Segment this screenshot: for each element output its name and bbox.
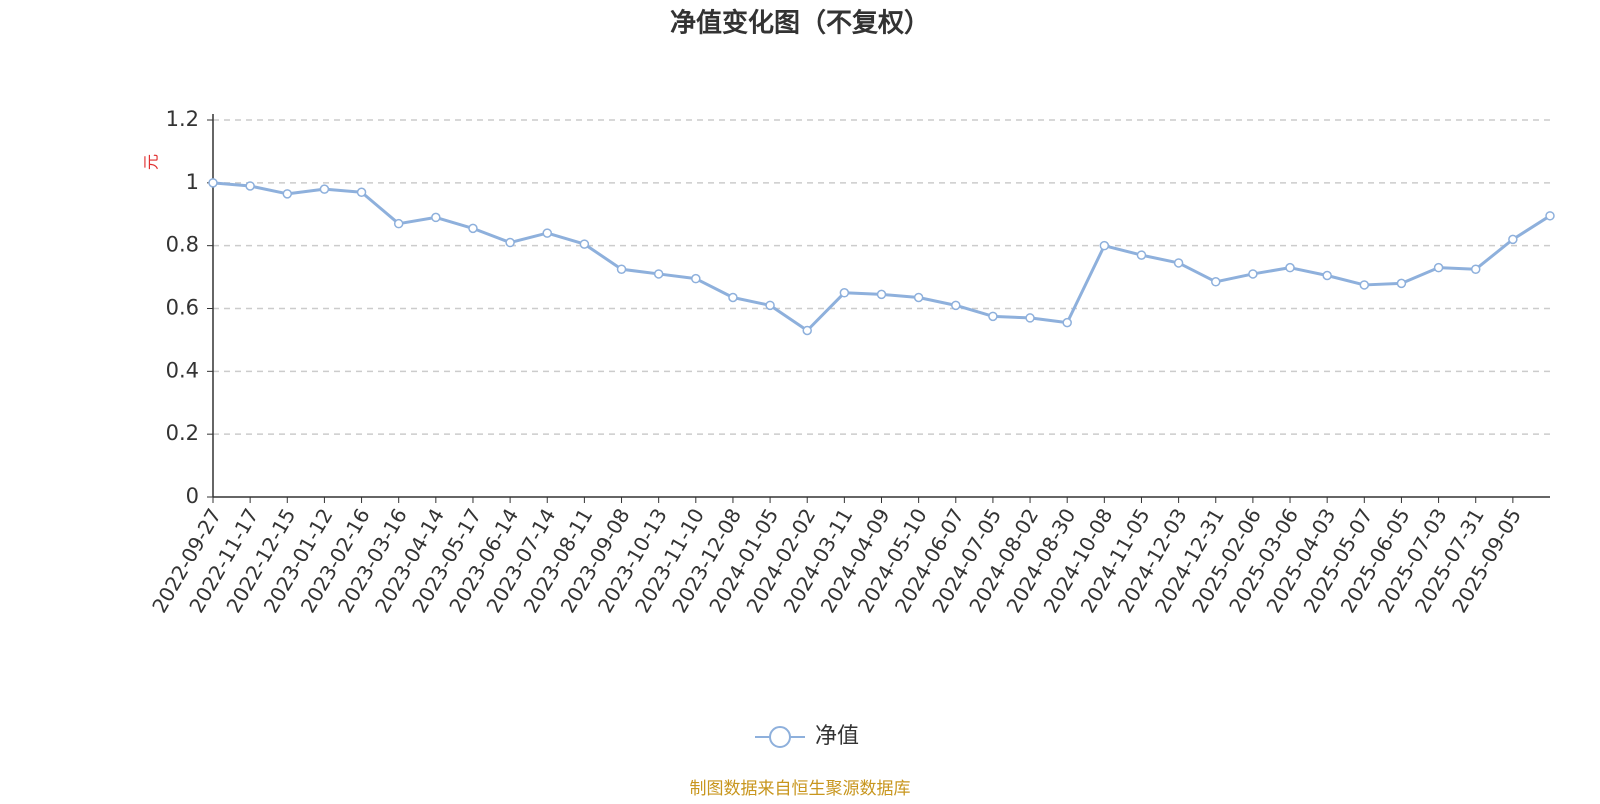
y-tick-label: 1 bbox=[186, 170, 199, 194]
point-marker bbox=[1545, 211, 1555, 221]
point-marker bbox=[1508, 234, 1518, 245]
point-marker bbox=[616, 264, 627, 274]
point-marker bbox=[1062, 317, 1072, 328]
point-marker bbox=[839, 288, 850, 298]
legend-label: 净值 bbox=[815, 724, 859, 749]
y-tick-label: 0.4 bbox=[166, 358, 199, 382]
point-marker bbox=[468, 223, 478, 234]
y-tick-label: 0 bbox=[186, 484, 199, 508]
point-marker bbox=[1470, 264, 1481, 274]
point-marker bbox=[1211, 277, 1221, 287]
point-marker bbox=[431, 212, 441, 223]
chart-title: 净值变化图（不复权） bbox=[670, 8, 930, 39]
y-tick-label: 0.8 bbox=[166, 233, 199, 257]
y-tick-label: 0.6 bbox=[166, 296, 199, 320]
point-marker bbox=[765, 300, 775, 311]
point-marker bbox=[1025, 313, 1035, 323]
legend-symbol bbox=[769, 726, 791, 748]
point-marker bbox=[1322, 270, 1332, 281]
point-marker bbox=[691, 273, 701, 284]
point-marker bbox=[393, 218, 404, 229]
point-marker bbox=[1396, 278, 1407, 289]
point-marker bbox=[802, 325, 812, 336]
point-marker bbox=[1359, 280, 1370, 290]
point-marker bbox=[653, 269, 664, 279]
point-marker bbox=[1248, 269, 1258, 279]
point-marker bbox=[913, 292, 924, 303]
point-marker bbox=[208, 178, 218, 188]
point-marker bbox=[1136, 250, 1147, 260]
point-marker bbox=[1173, 258, 1184, 268]
point-marker bbox=[988, 311, 998, 322]
point-marker bbox=[728, 292, 738, 303]
point-marker bbox=[1433, 262, 1444, 273]
point-marker bbox=[876, 289, 887, 300]
source-note: 制图数据来自恒生聚源数据库 bbox=[690, 779, 911, 799]
point-marker bbox=[282, 189, 293, 199]
point-marker bbox=[951, 300, 961, 311]
y-axis-label: 元 bbox=[142, 154, 161, 170]
point-marker bbox=[1099, 240, 1110, 251]
point-marker bbox=[579, 239, 590, 249]
point-marker bbox=[245, 181, 255, 191]
point-marker bbox=[505, 237, 515, 248]
y-tick-label: 1.2 bbox=[166, 107, 199, 131]
point-marker bbox=[542, 228, 552, 238]
y-tick-label: 0.2 bbox=[166, 421, 199, 445]
point-marker bbox=[1285, 262, 1295, 273]
point-marker bbox=[356, 187, 367, 198]
point-marker bbox=[319, 184, 330, 194]
